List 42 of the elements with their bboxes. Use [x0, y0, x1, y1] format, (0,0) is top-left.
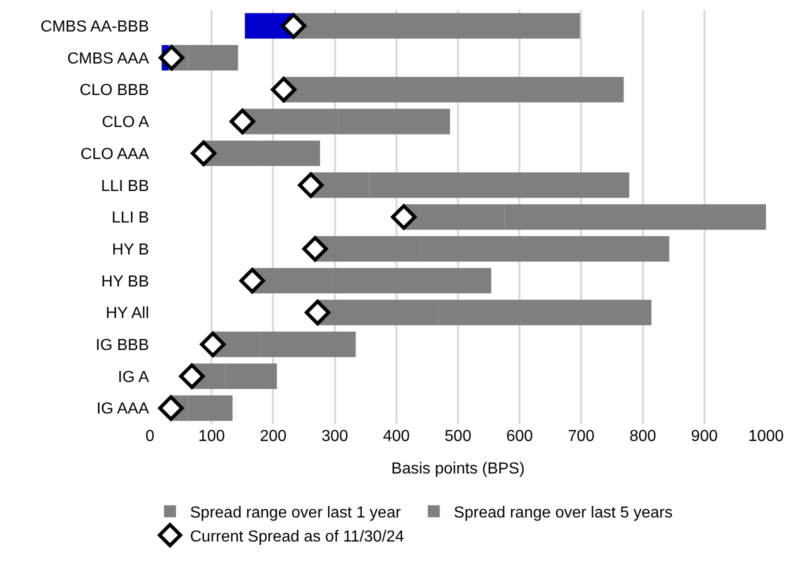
x-tick-label: 200 — [260, 428, 287, 445]
x-tick-label: 600 — [506, 428, 534, 445]
point — [302, 236, 328, 262]
point — [239, 268, 266, 294]
y-tick-label: CMBS AAA — [67, 50, 150, 68]
x-tick-label: 800 — [629, 428, 656, 445]
legend-label: Spread range over last 1 year — [190, 504, 402, 522]
y-tick-label: IG A — [118, 368, 150, 386]
y-tick-label: CMBS AA-BBB — [40, 18, 149, 36]
legend-label: Current Spread as of 11/30/24 — [190, 528, 404, 546]
x-tick-label: 100 — [198, 428, 226, 445]
y-tick-label: IG BBB — [96, 336, 149, 354]
y-tick-label: HY BB — [101, 273, 149, 290]
x-axis-title: Basis points (BPS) — [391, 460, 525, 478]
point — [230, 108, 256, 134]
y-tick-label: IG AAA — [96, 400, 150, 418]
point — [200, 332, 226, 358]
point — [390, 204, 417, 230]
x-tick-label: 0 — [146, 428, 155, 445]
bar — [294, 13, 580, 39]
x-tick-label: 400 — [383, 428, 410, 445]
y-tick-label: HY B — [112, 241, 149, 258]
point — [298, 172, 324, 198]
y-tick-label: CLO AAA — [80, 146, 150, 163]
y-tick-label: CLO A — [102, 114, 150, 132]
y-tick-label: LLI BB — [100, 178, 149, 195]
legend-label: Spread range over last 5 years — [454, 504, 673, 522]
x-tick-label: 500 — [444, 428, 472, 445]
point — [270, 76, 296, 102]
x-tick-label: 700 — [568, 428, 595, 445]
point — [280, 13, 306, 39]
point — [158, 395, 184, 421]
y-tick-label: LLI B — [112, 210, 149, 227]
point — [304, 300, 330, 326]
point — [179, 363, 205, 390]
x-tick-label: 1000 — [748, 428, 784, 445]
point — [158, 44, 184, 71]
x-tick-label: 300 — [321, 428, 348, 445]
y-tick-label: HY All — [106, 305, 149, 322]
x-tick-label: 900 — [691, 428, 718, 445]
y-tick-label: CLO BBB — [80, 82, 149, 100]
point — [190, 140, 216, 166]
